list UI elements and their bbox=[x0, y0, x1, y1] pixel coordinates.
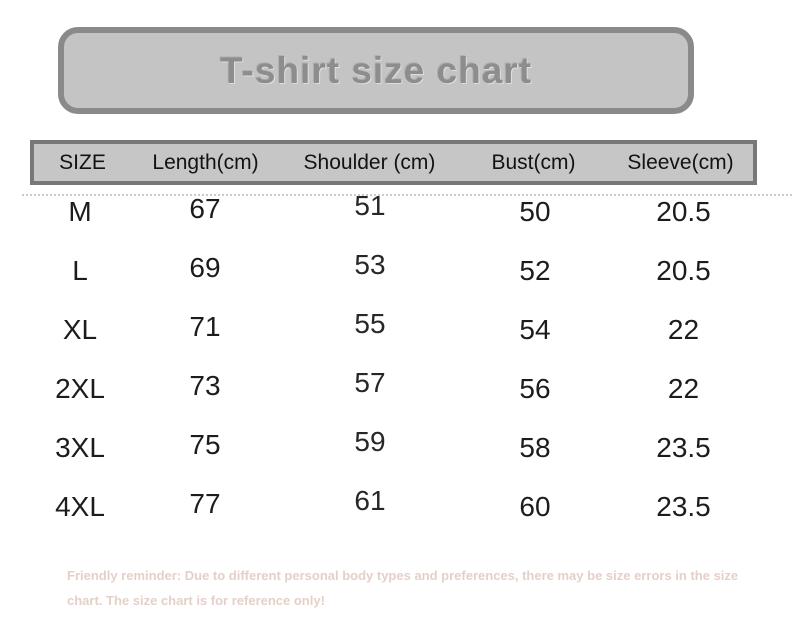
table-cell: 23.5 bbox=[656, 490, 711, 522]
table-cell: 23.5 bbox=[656, 431, 711, 463]
table-cell: 60 bbox=[519, 490, 551, 522]
size-label: M bbox=[68, 195, 92, 227]
table-cell: 58 bbox=[519, 431, 551, 463]
footer-note: Friendly reminder: Due to different pers… bbox=[67, 568, 739, 608]
table-cell: 55 bbox=[354, 307, 386, 339]
header-cell-shoulder: Shoulder (cm) bbox=[303, 150, 436, 174]
table-cell: 77 bbox=[189, 487, 221, 519]
table-cell: 67 bbox=[189, 192, 221, 224]
size-label: 4XL bbox=[55, 490, 105, 522]
table-cell: 61 bbox=[354, 484, 386, 516]
header-divider-dotted bbox=[22, 194, 792, 196]
size-label: L bbox=[72, 254, 88, 286]
table-cell: 73 bbox=[189, 369, 221, 401]
page-title: T-shirt size chart bbox=[219, 49, 533, 91]
table-cell: 20.5 bbox=[656, 254, 711, 286]
table-cell: 50 bbox=[519, 195, 551, 227]
size-label: 3XL bbox=[55, 431, 105, 463]
header-cell-sleeve: Sleeve(cm) bbox=[627, 150, 734, 174]
table-cell: 59 bbox=[354, 425, 386, 457]
table-cell: 51 bbox=[354, 189, 386, 221]
table-cell: 54 bbox=[519, 313, 551, 345]
header-cell-size: SIZE bbox=[59, 150, 106, 174]
table-cell: 52 bbox=[519, 254, 551, 286]
size-table-body: M 67 51 50 20.5 L 69 53 52 20.5 XL 71 55… bbox=[30, 182, 757, 536]
size-table-header: SIZE Length(cm) Shoulder (cm) Bust(cm) S… bbox=[30, 140, 757, 185]
title-banner: T-shirt size chart bbox=[58, 27, 694, 114]
table-cell: 22 bbox=[667, 372, 700, 404]
table-cell: 57 bbox=[354, 366, 386, 398]
header-cell-length: Length(cm) bbox=[152, 150, 259, 174]
table-cell: 75 bbox=[189, 428, 221, 460]
size-label: 2XL bbox=[55, 372, 105, 404]
table-cell: 69 bbox=[189, 251, 221, 283]
header-cell-bust: Bust(cm) bbox=[491, 150, 576, 174]
table-cell: 22 bbox=[667, 313, 700, 345]
table-cell: 53 bbox=[354, 248, 386, 280]
table-cell: 56 bbox=[519, 372, 551, 404]
table-cell: 71 bbox=[189, 310, 221, 342]
table-cell: 20.5 bbox=[656, 195, 711, 227]
size-label: XL bbox=[62, 313, 98, 345]
